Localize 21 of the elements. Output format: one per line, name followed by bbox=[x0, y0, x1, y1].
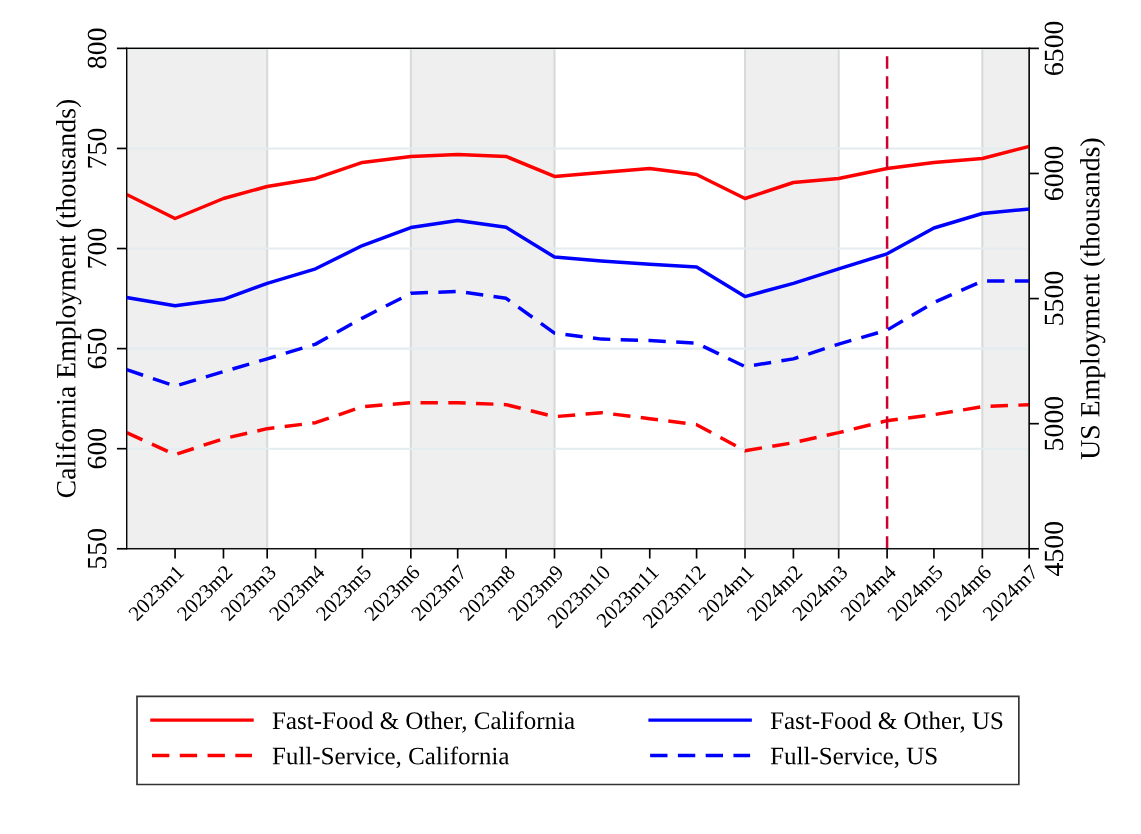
line-series bbox=[126, 144, 1030, 221]
y2-tick-label: 5500 bbox=[1044, 271, 1064, 325]
y-tick-label: 650 bbox=[87, 328, 107, 369]
legend-label: Fast-Food & Other, US bbox=[770, 711, 1003, 733]
y2-tick-label: 4500 bbox=[1044, 522, 1064, 577]
y-tick-label: 750 bbox=[87, 128, 107, 168]
line-series bbox=[126, 279, 1030, 388]
y2-tick-label: 6500 bbox=[1044, 21, 1064, 75]
y2-tick-label: 6000 bbox=[1044, 146, 1064, 201]
line-series bbox=[126, 400, 1030, 457]
y-tick-label: 550 bbox=[87, 529, 107, 568]
y2-tick-label: 5000 bbox=[1044, 396, 1064, 450]
legend-label: Fast-Food & Other, California bbox=[272, 711, 575, 733]
y2-axis-title: US Employment (thousands) bbox=[1080, 138, 1106, 460]
legend-label: Full-Service, US bbox=[770, 746, 937, 769]
legend-label: Full-Service, California bbox=[272, 746, 510, 769]
y-axis-title: California Employment (thousands) bbox=[55, 99, 82, 498]
line-series bbox=[126, 207, 1030, 308]
y-tick-label: 600 bbox=[87, 428, 107, 469]
y-tick-label: 700 bbox=[87, 228, 107, 268]
y-tick-label: 800 bbox=[87, 28, 107, 69]
